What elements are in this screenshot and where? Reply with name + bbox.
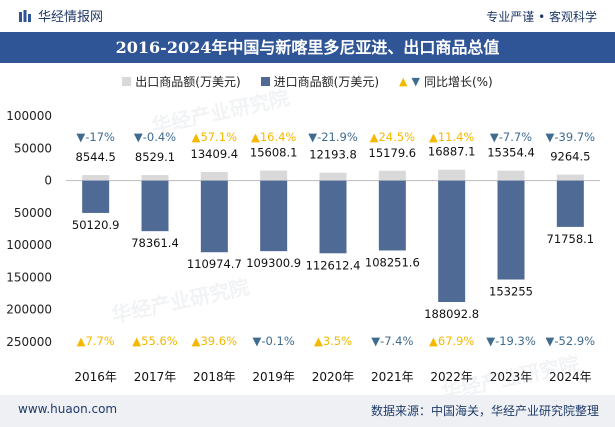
import-bar: [497, 180, 525, 280]
brand-logo-icon: [19, 9, 31, 22]
legend-growth-label: 同比增长(%): [423, 75, 493, 89]
export-swatch-icon: [122, 77, 132, 86]
import-value-label: 108251.6: [365, 255, 420, 269]
chart-area: 100000 50000 0 50000 100000 150000 200000 25000…: [6, 109, 600, 384]
y-tick-label: 250000: [6, 335, 52, 349]
import-bar: [200, 180, 228, 253]
import-growth-label: ▼-52.9%: [546, 334, 596, 348]
export-growth-label: ▼-21.9%: [308, 130, 358, 144]
export-bar: [319, 172, 347, 181]
import-growth-label: ▲39.6%: [192, 334, 237, 348]
import-value-label: 78361.4: [131, 236, 179, 250]
x-tick-label: 2017年: [134, 370, 177, 384]
export-growth-label: ▼-39.7%: [546, 130, 596, 144]
import-bar: [82, 180, 110, 213]
footer-source: 数据来源：中国海关，华经产业研究院整理: [370, 404, 599, 418]
legend-import-label: 进口商品额(万美元): [273, 75, 380, 89]
legend-item-growth: ▲ ▼ 同比增长(%): [399, 73, 493, 90]
brand[interactable]: 华经情报网: [18, 6, 103, 25]
x-tick-label: 2021年: [371, 370, 414, 384]
footer-url[interactable]: www.huaon.com: [18, 402, 118, 416]
export-value-label: 15354.4: [487, 146, 535, 160]
x-tick-label: 2018年: [193, 370, 236, 384]
import-value-label: 50120.9: [72, 218, 120, 232]
import-value-label: 71758.1: [547, 232, 595, 246]
brand-name: 华经情报网: [38, 10, 104, 25]
export-growth-label: ▲11.4%: [429, 130, 474, 144]
export-value-label: 15179.6: [369, 146, 417, 160]
legend-item-export: 出口商品额(万美元): [122, 73, 241, 90]
import-value-label: 110974.7: [187, 257, 242, 271]
export-growth-label: ▲16.4%: [251, 130, 296, 144]
legend-export-label: 出口商品额(万美元): [135, 75, 241, 89]
export-bar: [438, 169, 466, 181]
import-growth-label: ▲55.6%: [132, 334, 177, 348]
footer: www.huaon.com 数据来源：中国海关，华经产业研究院整理: [0, 395, 615, 427]
export-growth-label: ▼-0.4%: [134, 130, 176, 144]
export-bar: [141, 175, 169, 181]
import-growth-label: ▼-0.1%: [253, 334, 295, 348]
export-value-label: 12193.8: [309, 148, 357, 162]
import-value-label: 112612.4: [306, 258, 361, 272]
import-bar: [556, 180, 584, 227]
export-bar: [497, 170, 525, 181]
y-tick-label: 200000: [6, 303, 52, 317]
export-value-label: 8529.1: [135, 150, 175, 164]
import-swatch-icon: [260, 77, 270, 86]
y-tick-label: 100000: [6, 109, 52, 123]
x-tick-label: 2024年: [549, 370, 592, 384]
x-tick-label: 2016年: [74, 370, 117, 384]
export-value-label: 9264.5: [550, 150, 590, 164]
export-bar: [556, 174, 584, 181]
export-value-label: 8544.5: [76, 150, 116, 164]
import-bar: [319, 180, 347, 254]
triangle-up-icon: ▲: [399, 75, 408, 88]
chart-title: 2016-2024年中国与新喀里多尼亚进、出口商品总值: [115, 38, 500, 57]
x-tick-label: 2022年: [430, 370, 473, 384]
title-bar: 2016-2024年中国与新喀里多尼亚进、出口商品总值: [0, 32, 615, 63]
x-tick-label: 2020年: [312, 370, 355, 384]
import-bar: [438, 180, 466, 303]
export-growth-label: ▲57.1%: [192, 130, 237, 144]
export-value-label: 13409.4: [191, 147, 239, 161]
export-value-label: 16887.1: [428, 145, 476, 159]
y-tick-label: 100000: [6, 238, 52, 252]
y-tick-label: 50000: [14, 141, 52, 155]
legend-item-import: 进口商品额(万美元): [260, 73, 380, 90]
import-bar: [378, 180, 406, 251]
legend: 出口商品额(万美元) 进口商品额(万美元) ▲ ▼ 同比增长(%): [0, 73, 615, 90]
y-tick-label: 0: [44, 174, 52, 188]
export-growth-label: ▼-7.7%: [490, 130, 532, 144]
x-tick-label: 2019年: [252, 370, 295, 384]
tagline: 专业严谨 • 客观科学: [486, 10, 597, 24]
export-bar: [82, 175, 110, 181]
import-growth-label: ▲3.5%: [314, 334, 352, 348]
export-bar: [260, 170, 288, 181]
import-value-label: 109300.9: [246, 256, 301, 270]
import-value-label: 153255: [489, 285, 533, 299]
export-value-label: 15608.1: [250, 145, 298, 159]
y-tick-label: 50000: [14, 206, 52, 220]
import-growth-label: ▼-7.4%: [371, 334, 413, 348]
import-growth-label: ▲67.9%: [429, 334, 474, 348]
triangle-down-icon: ▼: [411, 75, 420, 88]
top-bar: 华经情报网 专业严谨 • 客观科学: [0, 0, 615, 32]
import-bar: [260, 180, 288, 252]
export-growth-label: ▲24.5%: [370, 130, 415, 144]
import-value-label: 188092.8: [424, 307, 479, 321]
y-tick-label: 150000: [6, 270, 52, 284]
import-bar: [141, 180, 169, 232]
export-bar: [378, 170, 406, 181]
import-growth-label: ▼-19.3%: [486, 334, 536, 348]
export-bar: [200, 171, 228, 181]
import-growth-label: ▲7.7%: [77, 334, 115, 348]
export-growth-label: ▼-17%: [76, 130, 115, 144]
x-tick-label: 2023年: [490, 370, 533, 384]
